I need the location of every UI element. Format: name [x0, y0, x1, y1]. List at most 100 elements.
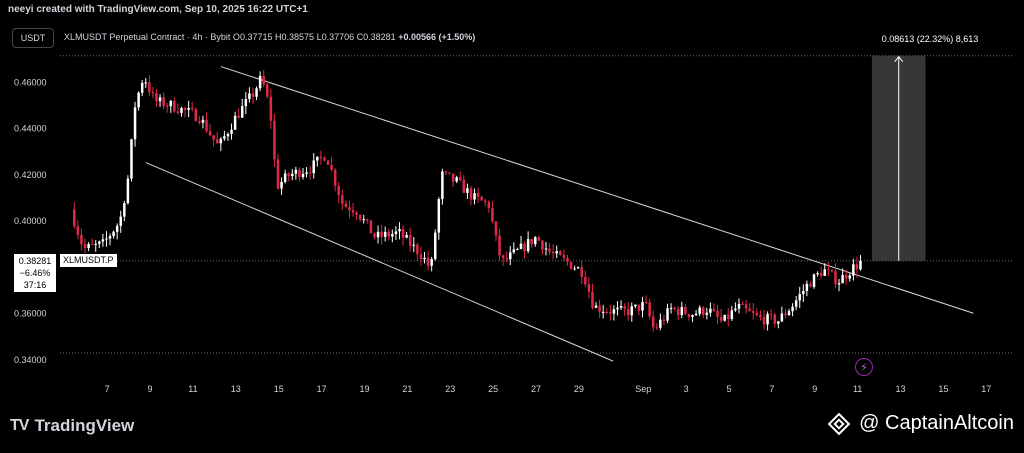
- candle-body: [551, 251, 555, 254]
- channel-lower-line[interactable]: [145, 162, 614, 362]
- candle-body: [173, 100, 176, 112]
- candle-body: [844, 274, 848, 279]
- candle-body: [648, 302, 651, 317]
- candle-body: [73, 209, 76, 227]
- candle-body: [691, 315, 694, 317]
- candle-body: [698, 307, 701, 314]
- x-tick-label: 9: [812, 384, 817, 394]
- lightning-icon[interactable]: ⚡: [855, 358, 873, 376]
- candle-body: [237, 115, 240, 118]
- candle-body: [766, 313, 769, 325]
- candle-body: [655, 327, 659, 329]
- candle-body: [852, 264, 855, 276]
- candle-body: [623, 305, 626, 309]
- candle-body: [276, 159, 280, 189]
- watermark-text: @ CaptainAltcoin: [859, 412, 1014, 434]
- candle-body: [387, 231, 391, 237]
- y-tick-label: 0.40000: [14, 216, 47, 226]
- candle-body: [233, 115, 237, 130]
- legend-low-label: L: [316, 32, 322, 42]
- candle-body: [416, 244, 419, 255]
- candle-body: [755, 312, 759, 316]
- x-tick-label: 17: [981, 384, 991, 394]
- candle-body: [576, 267, 580, 269]
- candle-body: [809, 283, 812, 287]
- candle-body: [433, 232, 437, 260]
- candle-body: [369, 220, 373, 234]
- candle-body: [444, 171, 448, 173]
- x-tick-label: 7: [769, 384, 774, 394]
- symbol-tag: XLMUSDT.P: [60, 254, 117, 267]
- candle-body: [498, 235, 501, 256]
- candle-body: [223, 136, 226, 139]
- x-tick-label: 13: [231, 384, 241, 394]
- candle-body: [705, 312, 709, 315]
- candle-body: [748, 308, 751, 312]
- candle-body: [601, 311, 605, 313]
- candle-body: [348, 207, 351, 211]
- candle-body: [669, 307, 673, 309]
- candle-body: [319, 156, 323, 158]
- candle-body: [115, 225, 119, 232]
- candle-body: [584, 276, 587, 285]
- candle-body: [798, 294, 801, 301]
- candle-body: [612, 309, 616, 314]
- candle-body: [294, 169, 298, 174]
- candlesticks: [73, 69, 862, 332]
- candle-body: [201, 119, 205, 123]
- candle-body: [380, 231, 383, 237]
- candle-body: [480, 196, 483, 201]
- currency-button[interactable]: USDT: [12, 28, 54, 48]
- x-tick-label: 7: [105, 384, 110, 394]
- candle-body: [598, 305, 601, 312]
- legend-close: 0.38281: [363, 32, 396, 42]
- candle-body: [687, 313, 691, 317]
- candle-body: [333, 169, 337, 186]
- candle-body: [548, 248, 551, 252]
- candle-body: [269, 96, 273, 121]
- candle-body: [512, 249, 516, 253]
- candle-body: [641, 301, 644, 311]
- last-price: 0.38281: [18, 256, 52, 266]
- y-tick-label: 0.42000: [14, 170, 47, 180]
- candle-body: [462, 179, 466, 193]
- x-tick-label: 25: [488, 384, 498, 394]
- candle-body: [769, 313, 773, 315]
- candle-body: [594, 305, 598, 308]
- candle-body: [108, 236, 112, 239]
- candle-body: [562, 255, 566, 258]
- legend-title: XLMUSDT Perpetual Contract · 4h · Bybit: [64, 32, 231, 42]
- candle-body: [255, 88, 258, 97]
- candle-body: [448, 172, 451, 174]
- x-tick-label: 3: [684, 384, 689, 394]
- candle-body: [723, 314, 726, 321]
- channel-upper-line[interactable]: [220, 66, 974, 314]
- candle-body: [526, 239, 530, 252]
- candle-body: [405, 234, 408, 238]
- candle-body: [787, 311, 791, 316]
- candle-body: [298, 169, 301, 178]
- candle-body: [401, 228, 405, 238]
- candle-body: [169, 100, 173, 107]
- tradingview-logo[interactable]: TV TradingView: [10, 416, 134, 436]
- candle-body: [773, 314, 776, 324]
- candle-body: [101, 239, 105, 242]
- candle-body: [419, 254, 423, 260]
- candle-body: [855, 264, 859, 270]
- candle-body: [619, 305, 623, 308]
- candle-body: [516, 248, 519, 250]
- candle-body: [226, 134, 230, 137]
- candle-body: [744, 304, 748, 309]
- candle-body: [251, 93, 255, 97]
- candle-body: [155, 93, 158, 102]
- candle-body: [98, 241, 101, 244]
- candle-body: [666, 308, 669, 321]
- candle-body: [673, 307, 676, 310]
- candle-body: [312, 160, 315, 174]
- ohlc-legend: XLMUSDT Perpetual Contract · 4h · Bybit …: [64, 32, 475, 42]
- candle-body: [273, 120, 276, 160]
- candle-body: [412, 244, 416, 246]
- candle-body: [762, 316, 766, 325]
- chart-credit-line: neeyi created with TradingView.com, Sep …: [8, 4, 308, 15]
